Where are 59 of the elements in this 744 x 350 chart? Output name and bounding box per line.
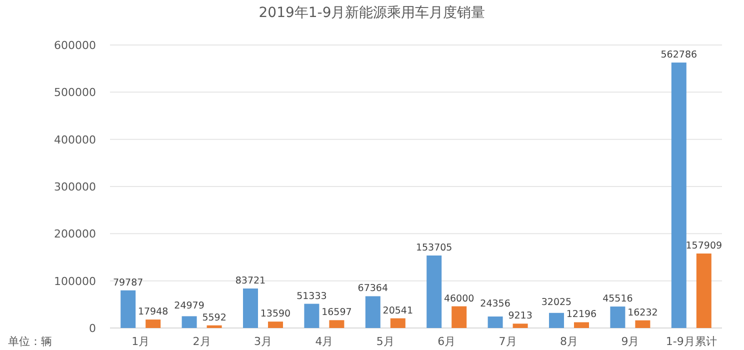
data-label: 45516	[602, 294, 633, 305]
bar	[390, 318, 406, 328]
y-tick-label: 500000	[54, 86, 96, 100]
bar	[574, 322, 589, 328]
x-tick-label: 2月	[192, 335, 211, 348]
x-tick-label: 1月	[132, 335, 150, 348]
x-tick-label: 9月	[621, 335, 640, 348]
y-tick-label: 600000	[54, 39, 96, 52]
bar	[488, 316, 503, 328]
x-tick-label: 1-9月累计	[666, 335, 717, 348]
data-label: 17948	[138, 306, 168, 318]
text: 单位：辆	[8, 335, 52, 348]
data-label: 51333	[296, 290, 327, 302]
data-label: 12196	[566, 309, 597, 320]
x-tick-label: 7月	[498, 335, 517, 348]
bar	[206, 325, 222, 328]
data-label: 67364	[358, 283, 388, 294]
bar	[512, 324, 528, 328]
y-tick-label: 200000	[54, 228, 96, 241]
bar	[365, 296, 380, 328]
y-tick-label: 400000	[54, 133, 96, 146]
bar	[243, 288, 258, 328]
data-label: 83721	[235, 276, 266, 287]
x-tick-label: 4月	[315, 335, 334, 348]
bar	[635, 320, 650, 328]
data-label: 16597	[322, 307, 352, 318]
bar	[182, 316, 197, 328]
data-label: 153705	[416, 242, 452, 254]
x-tick-label: 6月	[438, 335, 456, 348]
bar	[549, 312, 564, 328]
data-label: 79787	[112, 277, 144, 288]
bar	[610, 306, 626, 328]
bar	[696, 254, 712, 328]
y-tick-label: 0	[89, 322, 96, 335]
data-label: 5592	[202, 312, 226, 324]
bar	[268, 322, 283, 328]
x-tick-label: 3月	[254, 335, 272, 348]
data-label: 9213	[508, 310, 532, 322]
data-label: 24356	[480, 298, 510, 310]
bar	[146, 320, 161, 328]
bar	[671, 62, 686, 328]
chart-title: 2019年1-9月新能源乘用车月度销量	[258, 5, 486, 21]
x-tick-label: 8月	[560, 335, 578, 348]
y-tick-label: 100000	[54, 274, 96, 288]
bar	[426, 256, 442, 328]
data-label: 13590	[260, 308, 291, 320]
data-label: 46000	[444, 293, 474, 304]
x-tick-label: 5月	[376, 335, 394, 348]
data-label: 24979	[174, 300, 204, 312]
bar	[452, 306, 467, 328]
bar	[329, 320, 344, 328]
data-label: 20541	[382, 305, 414, 316]
data-label: 157909	[686, 240, 722, 252]
data-label: 32025	[541, 297, 572, 308]
bar	[120, 290, 136, 328]
y-tick-label: 300000	[54, 180, 96, 194]
bar	[304, 304, 320, 328]
data-label: 16232	[628, 307, 658, 318]
data-label: 562786	[660, 50, 698, 61]
